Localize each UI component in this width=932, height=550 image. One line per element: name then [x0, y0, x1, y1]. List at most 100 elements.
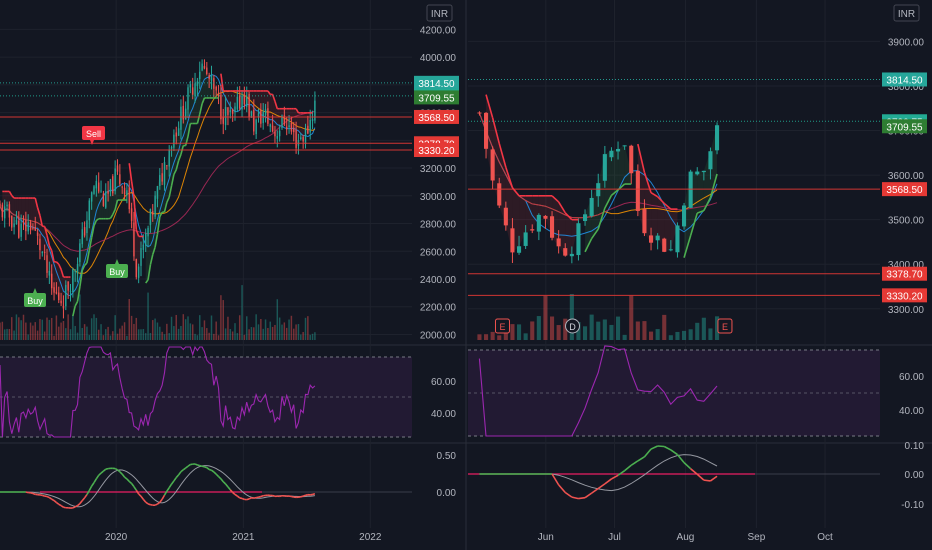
supertrend-segment: [683, 235, 692, 258]
price-tick-label: 2800.00: [420, 220, 457, 231]
candle-body: [314, 100, 316, 121]
macd-tick-label: 0.50: [437, 451, 457, 462]
candle-body: [516, 246, 522, 253]
volume-bar: [295, 324, 297, 340]
time-tick-label: Sep: [748, 532, 766, 543]
candle-body: [215, 86, 217, 91]
volume-bar: [695, 322, 700, 340]
right-time-axis[interactable]: Jun Jul Aug Sep Oct: [538, 532, 833, 543]
volume-bar: [152, 320, 154, 340]
volume-bar: [477, 334, 482, 340]
sell-signal-label[interactable]: Sell: [82, 126, 105, 145]
volume-bar: [55, 315, 58, 340]
time-tick-label: Jun: [538, 532, 554, 543]
candle-body: [177, 128, 180, 136]
candle-body: [668, 249, 673, 251]
event-marker[interactable]: D: [565, 318, 581, 334]
left-candles[interactable]: [0, 59, 316, 319]
volume-bar: [22, 314, 25, 340]
event-marker-label: D: [569, 322, 576, 332]
right-rsi-axis[interactable]: 60.00 40.00: [899, 372, 924, 417]
supertrend-segment: [84, 262, 88, 266]
candle-body: [83, 227, 86, 236]
volume-bar: [180, 326, 182, 340]
volume-bar: [20, 320, 22, 340]
candle-body: [675, 225, 680, 253]
event-marker[interactable]: E: [717, 318, 733, 334]
price-label-bg: [414, 90, 459, 105]
macd-segment: [571, 496, 579, 500]
supertrend-segment: [187, 123, 192, 137]
candle-body: [510, 228, 515, 253]
left-time-axis[interactable]: 2020 2021 2022: [105, 532, 382, 543]
volume-bar: [105, 329, 107, 340]
event-marker[interactable]: E: [494, 318, 510, 334]
volume-bar: [208, 332, 210, 340]
macd-segment: [58, 503, 62, 507]
volume-bar: [215, 321, 217, 340]
price-label-bg: [882, 119, 927, 134]
currency-badge[interactable]: INR: [426, 4, 453, 22]
macd-segment: [79, 500, 83, 505]
currency-badge[interactable]: INR: [893, 4, 920, 22]
volume-bar: [43, 331, 46, 340]
volume-bar: [563, 318, 568, 340]
price-tick-label: 3400.00: [888, 260, 925, 271]
candle-body: [156, 185, 159, 199]
supertrend-segment: [43, 226, 48, 236]
macd-segment: [204, 466, 208, 469]
volume-bar: [227, 316, 229, 340]
volume-bar: [58, 326, 60, 340]
candle-body: [135, 259, 138, 278]
left-rsi-axis[interactable]: 60.00 40.00: [431, 377, 456, 420]
macd-segment: [683, 462, 692, 470]
buy-signal-label[interactable]: Buy: [24, 288, 46, 307]
volume-bar: [90, 318, 93, 340]
candle-body: [95, 180, 98, 189]
supertrend-fill: [213, 88, 217, 98]
macd-segment: [227, 486, 231, 491]
volume-bar: [67, 314, 69, 340]
volume-bar: [688, 329, 693, 340]
price-label-text: 3378.70: [886, 270, 923, 281]
supertrend-fill: [148, 209, 151, 280]
buy-signal-label[interactable]: Buy: [106, 259, 128, 278]
right-chart[interactable]: EDE 3900.003800.003700.003600.003500.003…: [468, 0, 927, 543]
macd-segment: [253, 496, 257, 499]
macd-segment: [53, 499, 57, 504]
right-candles[interactable]: [477, 111, 720, 264]
supertrend-segment: [173, 169, 177, 175]
left-chart[interactable]: Sell Buy Buy 4200.004000.003800.003600.0…: [0, 0, 459, 543]
volume-bar: [147, 292, 149, 340]
candle-body: [530, 229, 535, 231]
price-tick-label: 2600.00: [420, 247, 457, 258]
price-label-bg: [882, 288, 927, 303]
candle-body: [194, 83, 196, 97]
candle-body: [137, 266, 140, 278]
volume-bar: [556, 325, 561, 340]
candle-body: [119, 174, 121, 184]
macd-segment: [663, 445, 672, 451]
volume-bar: [170, 316, 173, 340]
supertrend-fill: [176, 128, 179, 170]
macd-segment: [291, 495, 294, 498]
candle-body: [43, 251, 46, 253]
left-macd-axis[interactable]: 0.50 0.00: [437, 451, 457, 499]
volume-bar: [156, 322, 159, 340]
right-macd-axis[interactable]: 0.10 0.00 -0.10: [901, 441, 924, 511]
price-tick-label: 3900.00: [888, 37, 925, 48]
price-tick-label: 3800.00: [888, 82, 925, 93]
macd-segment: [246, 498, 250, 501]
candle-body: [248, 94, 250, 117]
supertrend-segment: [133, 196, 138, 230]
candle-body: [173, 134, 175, 148]
volume-bar: [116, 333, 119, 340]
volume-bar: [8, 328, 11, 340]
candle-body: [46, 255, 48, 273]
volume-bar: [46, 317, 48, 340]
candle-body: [236, 96, 239, 110]
macd-segment: [611, 474, 619, 480]
supertrend-segment: [11, 194, 15, 199]
